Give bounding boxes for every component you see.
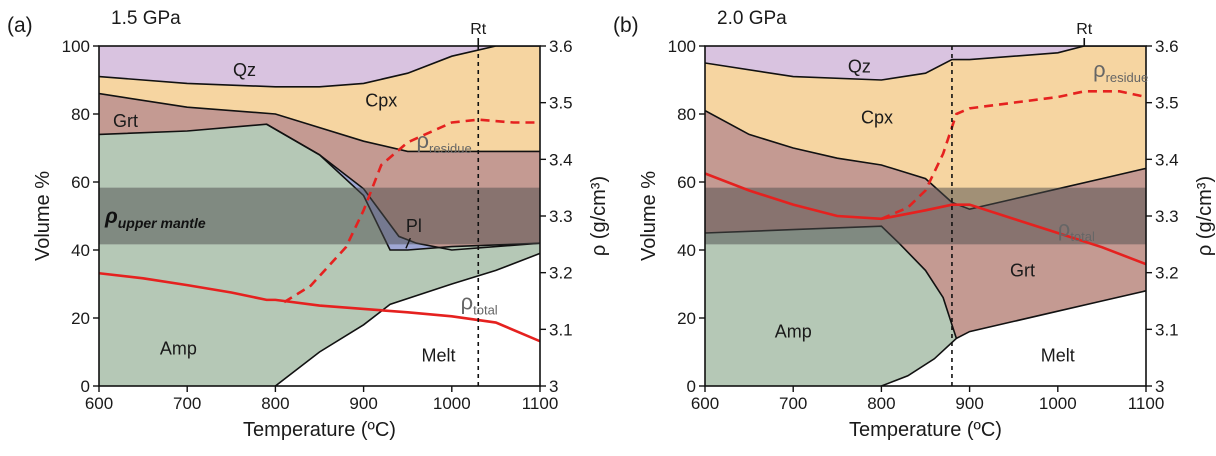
x-axis-label: Temperature (ºC) (243, 419, 396, 441)
region-label-melt: Melt (422, 345, 456, 365)
panel-letter: (a) (7, 14, 33, 37)
y2-axis-label: ρ (g/cm³) (588, 176, 610, 256)
upper-mantle-label: ρupper mantle (104, 205, 206, 231)
y2-tick-label: 3.5 (1155, 94, 1179, 113)
rutile-label: Rt (470, 21, 487, 38)
boundary-cpx-top (99, 46, 540, 88)
boundary-cpx-top (705, 46, 1146, 81)
pressure-label: 1.5 GPa (111, 8, 181, 29)
y2-tick-label: 3.4 (1155, 150, 1179, 169)
density-label-total: ρtotal (1058, 216, 1095, 244)
y-axis-label: Volume % (32, 171, 54, 261)
density-line-residue (283, 118, 540, 304)
density-label-residue: ρresidue (1093, 57, 1148, 85)
x-tick-label: 700 (779, 394, 807, 413)
pl-leader-line (405, 237, 411, 249)
panel-letter: (b) (613, 14, 639, 37)
y2-tick-label: 3.2 (1155, 264, 1179, 283)
density-line-total (99, 271, 540, 343)
boundary-melt (274, 252, 540, 386)
x-tick-label: 600 (691, 394, 719, 413)
x-tick-label: 900 (349, 394, 377, 413)
region-label-amp: Amp (160, 339, 197, 359)
y-tick-label: 80 (71, 105, 90, 124)
y-tick-label: 40 (677, 241, 696, 260)
y-tick-label: 40 (71, 241, 90, 260)
x-tick-label: 800 (867, 394, 895, 413)
y-tick-label: 20 (71, 309, 90, 328)
region-label-amp: Amp (775, 322, 812, 342)
y2-tick-label: 3 (1155, 377, 1164, 396)
x-tick-label: 600 (85, 394, 113, 413)
y-tick-label: 0 (687, 377, 696, 396)
region-label-cpx: Cpx (365, 90, 397, 110)
y2-tick-label: 3.5 (549, 94, 573, 113)
area-group (99, 46, 540, 386)
y2-tick-label: 3 (549, 377, 558, 396)
region-label-pl: Pl (406, 216, 422, 236)
region-label-grt: Grt (113, 111, 138, 131)
panel-1: Qz Cpx Grt Amp Melt 600 700 800 900 1000 1100 0 20 40… (613, 8, 1216, 441)
upper-mantle-band (99, 187, 540, 245)
panel-0: Qz Cpx Grt Pl Amp Melt 600 700 800 900 1000 1100 0 20… (7, 8, 610, 441)
y-tick-label: 80 (677, 105, 696, 124)
y2-tick-label: 3.3 (549, 207, 573, 226)
region-label-grt: Grt (1010, 260, 1035, 280)
density-label-total: ρtotal (461, 290, 498, 318)
y-tick-label: 60 (71, 173, 90, 192)
area-group (705, 46, 1146, 386)
region-melt (881, 290, 1146, 386)
rutile-label: Rt (1076, 21, 1093, 38)
x-tick-label: 1100 (1128, 394, 1165, 413)
boundary-grt-top (99, 92, 540, 153)
y-tick-label: 100 (668, 37, 696, 56)
y2-tick-label: 3.6 (1155, 37, 1179, 56)
y2-axis-label: ρ (g/cm³) (1194, 176, 1216, 256)
x-tick-label: 1100 (522, 394, 559, 413)
region-amp (705, 226, 957, 386)
x-tick-label: 1000 (1039, 394, 1077, 413)
y2-tick-label: 3.1 (1155, 320, 1179, 339)
density-line-total (705, 172, 1146, 266)
y2-tick-label: 3.4 (549, 150, 573, 169)
y-tick-label: 60 (677, 173, 696, 192)
region-label-cpx: Cpx (861, 107, 893, 127)
y-tick-label: 0 (81, 377, 90, 396)
y2-tick-label: 3.3 (1155, 207, 1179, 226)
x-tick-label: 1000 (433, 394, 471, 413)
region-melt (275, 253, 540, 386)
y-tick-label: 20 (677, 309, 696, 328)
x-tick-label: 800 (261, 394, 289, 413)
y-axis-label: Volume % (638, 171, 660, 261)
density-label-residue: ρresidue (417, 128, 472, 156)
x-tick-label: 900 (955, 394, 983, 413)
region-label-qz: Qz (233, 60, 256, 80)
boundary-melt (881, 290, 1146, 386)
pressure-label: 2.0 GPa (717, 8, 787, 29)
y2-tick-label: 3.6 (549, 37, 573, 56)
x-tick-label: 700 (173, 394, 201, 413)
region-label-qz: Qz (848, 56, 871, 76)
density-line-residue (880, 90, 1146, 221)
x-axis-label: Temperature (ºC) (849, 419, 1002, 441)
y2-tick-label: 3.1 (549, 320, 573, 339)
region-label-melt: Melt (1041, 345, 1075, 365)
upper-mantle-band (705, 187, 1146, 245)
y2-tick-label: 3.2 (549, 264, 573, 283)
y-tick-label: 100 (62, 37, 90, 56)
